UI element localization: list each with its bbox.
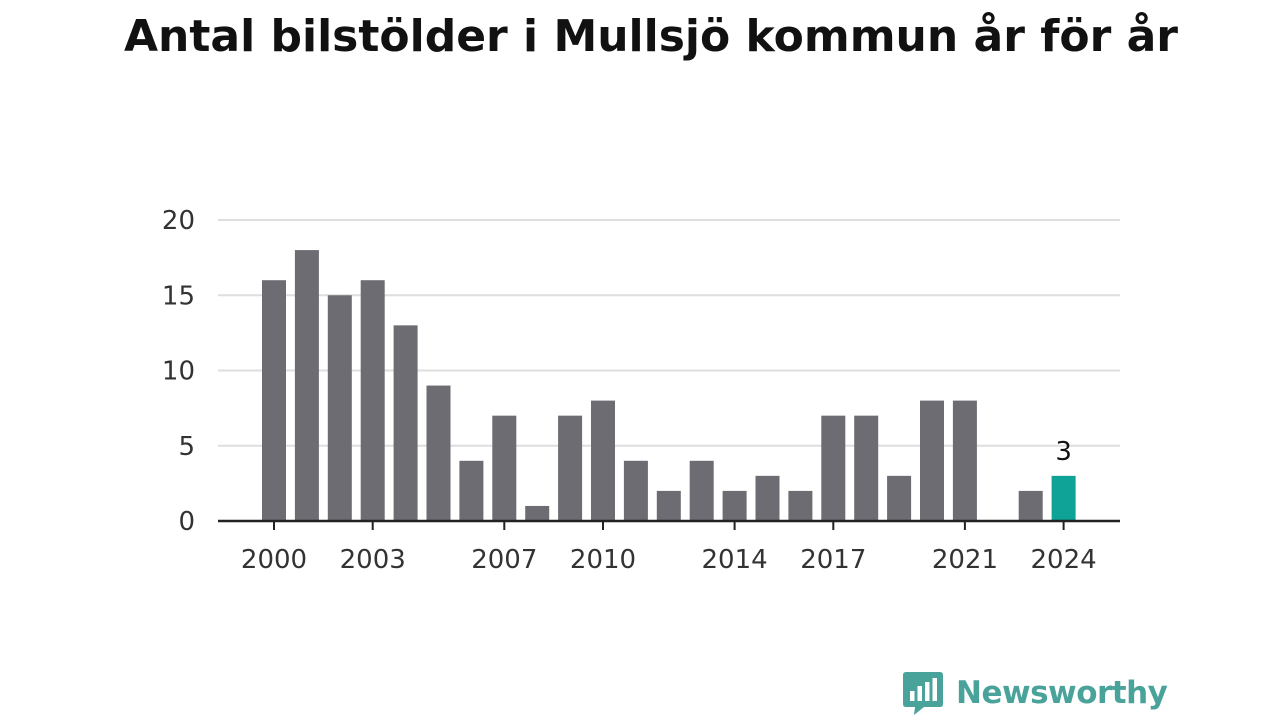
bar-2017 bbox=[821, 415, 846, 521]
labels: 0 5 10 15 20 2000 2003 2007 2010 2014 2017 2021 2024… bbox=[162, 206, 1097, 575]
chart-bubble-icon bbox=[903, 672, 943, 715]
bar-2001 bbox=[294, 250, 319, 521]
brand-logo: Newsworthy bbox=[902, 670, 1168, 716]
bar-2024 bbox=[1051, 475, 1076, 521]
chart-title: Antal bilstölder i Mullsjö kommun år för… bbox=[124, 11, 1179, 62]
x-tick-label: 2017 bbox=[800, 545, 866, 575]
bar-2019 bbox=[887, 475, 912, 521]
bar-2004 bbox=[393, 325, 418, 521]
bar-2020 bbox=[920, 400, 944, 521]
x-tick-label: 2003 bbox=[340, 545, 406, 575]
x-tick-label: 2024 bbox=[1031, 545, 1097, 575]
y-tick-label: 0 bbox=[178, 507, 195, 537]
x-tick-label: 2000 bbox=[241, 545, 307, 575]
bar-2006 bbox=[459, 460, 484, 521]
y-tick-label: 20 bbox=[162, 206, 195, 236]
x-tick-label: 2010 bbox=[570, 545, 636, 575]
bars bbox=[262, 250, 1076, 521]
bar-2015 bbox=[755, 475, 780, 521]
bar-2014 bbox=[722, 490, 747, 521]
bar-2008 bbox=[525, 505, 550, 521]
bar-2002 bbox=[327, 295, 352, 521]
bar-2011 bbox=[623, 460, 648, 521]
x-tick-label: 2021 bbox=[932, 545, 998, 575]
axes bbox=[218, 519, 1120, 530]
x-tick-label: 2007 bbox=[471, 545, 537, 575]
bar-2023 bbox=[1018, 490, 1043, 521]
bar-2012 bbox=[656, 490, 681, 521]
bar-2005 bbox=[426, 385, 451, 521]
y-tick-label: 10 bbox=[162, 357, 195, 387]
y-tick-label: 5 bbox=[178, 432, 195, 462]
grid-lines bbox=[218, 219, 1120, 447]
bar-2007 bbox=[492, 415, 517, 521]
bar-2013 bbox=[689, 460, 714, 521]
y-tick-label: 15 bbox=[162, 281, 195, 311]
bar-2016 bbox=[788, 490, 813, 521]
value-label: 3 bbox=[1055, 437, 1072, 467]
brand-name: Newsworthy bbox=[956, 675, 1168, 711]
bar-2021 bbox=[952, 400, 977, 521]
bar-2000 bbox=[262, 280, 286, 521]
bar-2010 bbox=[591, 400, 615, 521]
x-tick-label: 2014 bbox=[702, 545, 768, 575]
bar-2003 bbox=[360, 280, 385, 521]
bar-2009 bbox=[558, 415, 583, 521]
bar-2018 bbox=[854, 415, 879, 521]
